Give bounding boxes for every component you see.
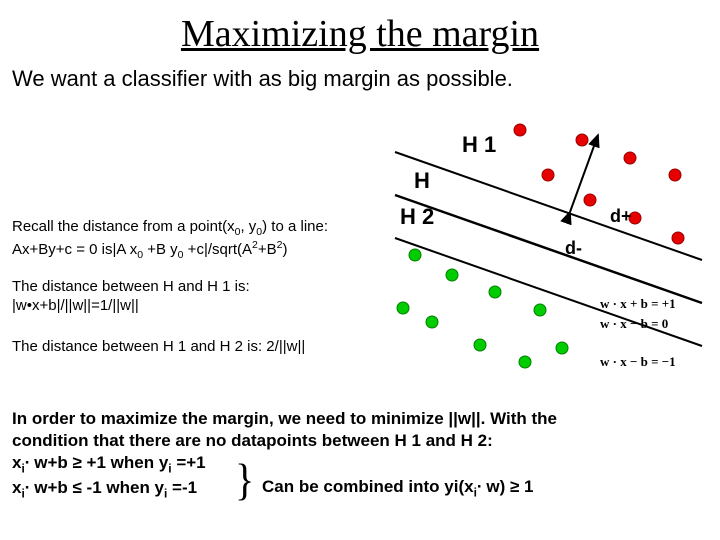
eq-zero: w · x − b = 0 — [600, 316, 668, 332]
t: |w•x+b|/||w||=1/||w|| — [12, 297, 139, 314]
t: +c|/sqrt(A — [184, 241, 253, 258]
t: +B — [258, 241, 277, 258]
label-dminus: d- — [565, 238, 582, 259]
dist-h-h1: The distance between H and H 1 is: |w•x+… — [12, 278, 250, 316]
t: The distance between H and H 1 is: — [12, 278, 250, 295]
t: condition that there are no datapoints b… — [12, 431, 493, 450]
slide-root: { "title": "Maximizing the margin", "sub… — [0, 0, 720, 540]
t: ) — [282, 241, 287, 258]
dist-h1-h2: The distance between H 1 and H 2 is: 2/|… — [12, 338, 305, 355]
recall-text: Recall the distance from a point(x0, y0)… — [12, 218, 412, 262]
label-h1: H 1 — [462, 132, 496, 158]
eq-plus1: w · x + b = +1 — [600, 296, 676, 312]
t: In order to maximize the margin, we need… — [12, 409, 557, 428]
t: Recall the distance from a point(x — [12, 218, 235, 235]
t: =-1 — [167, 478, 197, 497]
t: Can be combined into yi(x — [262, 477, 474, 496]
t: Ax+By+c = 0 is|A x — [12, 241, 137, 258]
label-dplus: d+ — [610, 206, 632, 227]
t: +B y — [143, 241, 178, 258]
t: ∙ w+b ≤ -1 when y — [25, 478, 164, 497]
t: ∙ w+b ≥ +1 when y — [25, 453, 169, 472]
t: =+1 — [172, 453, 206, 472]
eq-minus1: w · x − b = −1 — [600, 354, 676, 370]
brace-icon: } — [235, 458, 254, 502]
t: , y — [240, 218, 256, 235]
label-h: H — [414, 168, 430, 194]
t: ) to a line: — [262, 218, 328, 235]
t: ∙ w) ≥ 1 — [477, 477, 534, 496]
combined-condition: Can be combined into yi(xi∙ w) ≥ 1 — [262, 477, 533, 499]
